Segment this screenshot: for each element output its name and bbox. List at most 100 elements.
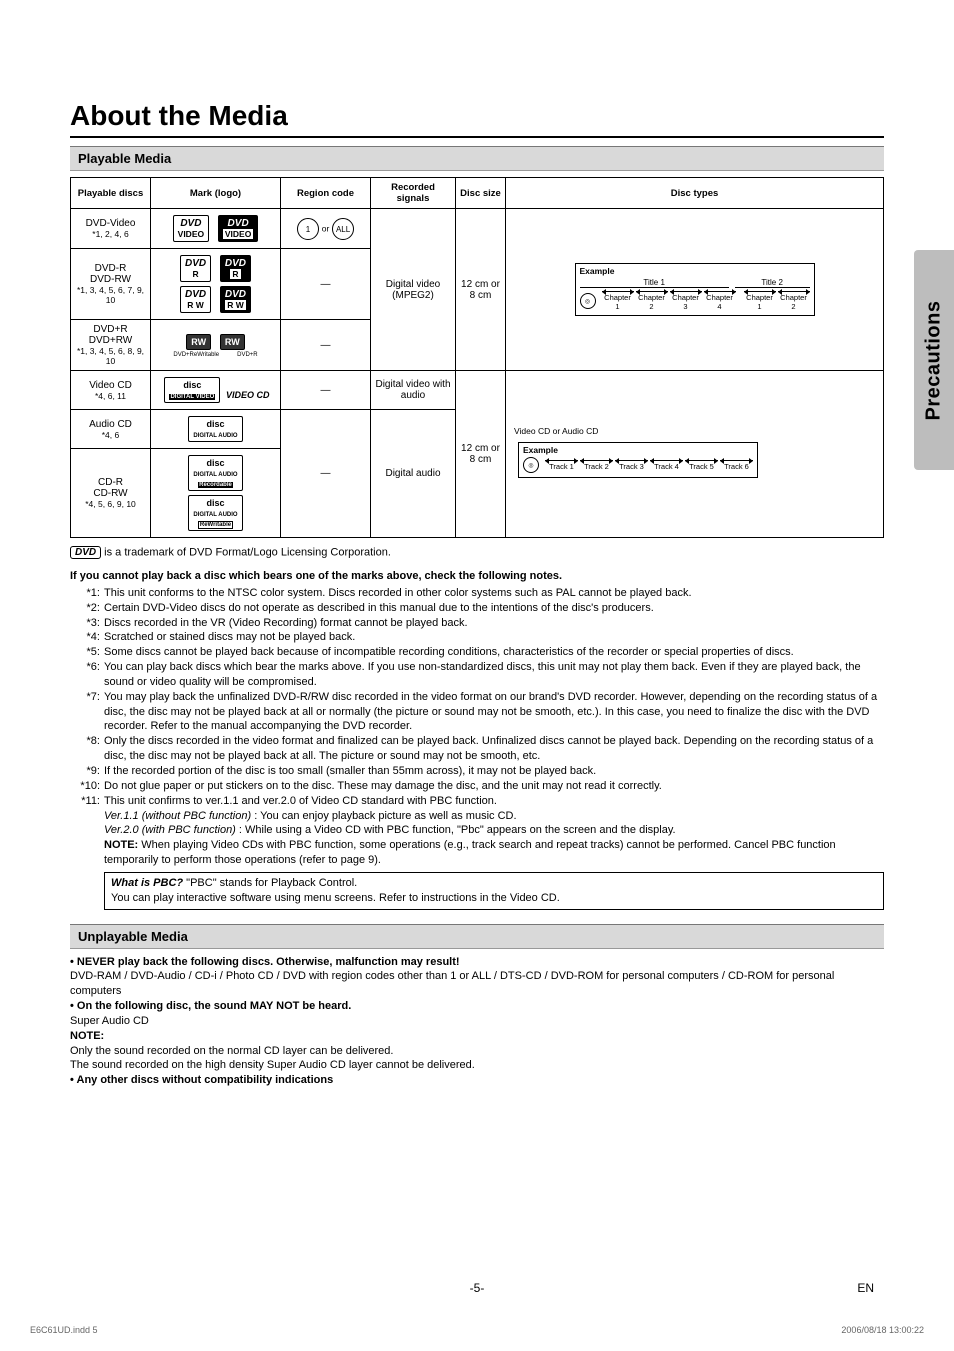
note-num: *2: [70, 601, 104, 616]
example-label: Example [523, 445, 558, 455]
unplayable-section: Unplayable Media • NEVER play back the f… [70, 924, 884, 1089]
region-all-icon: ALL [332, 218, 354, 240]
unplay-body: • NEVER play back the following discs. O… [70, 955, 884, 1089]
note-7: You may play back the unfinalized DVD-R/… [104, 690, 884, 735]
cell-dvdr-name: DVD-R DVD-RW *1, 3, 4, 5, 6, 7, 9, 10 [71, 249, 151, 320]
vcd-sub: *4, 6, 11 [75, 391, 146, 401]
note-11: This unit confirms to ver.1.1 and ver.2.… [104, 794, 884, 868]
cell-size-cd: 12 cm or 8 cm [456, 371, 506, 538]
note-num: *5: [70, 645, 104, 660]
track: Track 3 [615, 460, 648, 471]
track: Track 2 [580, 460, 613, 471]
notes-lead: If you cannot play back a disc which bea… [70, 569, 884, 584]
videocd-text: VIDEO CD [226, 390, 270, 400]
unplay-b1: • NEVER play back the following discs. O… [70, 955, 884, 970]
print-timestamp: 2006/08/18 13:00:22 [841, 1325, 924, 1335]
note-8: Only the discs recorded in the video for… [104, 734, 884, 764]
th-region: Region code [281, 178, 371, 209]
unplay-b2: • On the following disc, the sound MAY N… [70, 999, 884, 1014]
dvdr-sub: *1, 3, 4, 5, 6, 7, 9, 10 [75, 285, 146, 305]
vcd-name: Video CD [75, 380, 146, 391]
cell-acd-name: Audio CD *4, 6 [71, 410, 151, 449]
chapter: Chapter 1 [744, 291, 776, 311]
note-num: *10: [70, 779, 104, 794]
disc-logo-rewr: discDIGITAL AUDIOReWritable [188, 495, 242, 531]
cell-dvdplus-mark: RW RW DVD+ReWritable DVD+R [151, 320, 281, 371]
pbc-a: "PBC" stands for Playback Control. [183, 877, 357, 889]
unplay-b1t: DVD-RAM / DVD-Audio / CD-i / Photo CD / … [70, 969, 884, 999]
section-unplayable-media: Unplayable Media [70, 924, 884, 949]
example-dvd-structure: Example Title 1 Title 2 ◎ Chapter 1 [575, 263, 815, 316]
note-1: This unit conforms to the NTSC color sys… [104, 586, 884, 601]
disc-logo: discDIGITAL AUDIO [188, 416, 242, 442]
cell-cdr-region: — [281, 410, 371, 538]
row-dvd-video: DVD-Video *1, 2, 4, 6 DVDVIDEO DVDVIDEO … [71, 209, 884, 249]
cell-dvdplus-region: — [281, 320, 371, 371]
note-10: Do not glue paper or put stickers on to … [104, 779, 884, 794]
dvdplusrw-name: DVD+RW [75, 335, 146, 346]
th-types: Disc types [506, 178, 884, 209]
unplay-note2: The sound recorded on the high density S… [70, 1058, 884, 1073]
th-recorded: Recorded signals [371, 178, 456, 209]
playable-media-table: Playable discs Mark (logo) Region code R… [70, 177, 884, 538]
acd-name: Audio CD [75, 419, 146, 430]
cell-cdr-rec: Digital audio [371, 410, 456, 538]
dvd-r-logo: DVDR [180, 255, 211, 282]
note-11-c-i: Ver.2.0 (with PBC function) [104, 824, 236, 836]
cell-vcd-rec: Digital video with audio [371, 371, 456, 410]
track: Track 6 [720, 460, 753, 471]
cell-rec-mpeg: Digital video (MPEG2) [371, 209, 456, 371]
trademark-text: is a trademark of DVD Format/Logo Licens… [101, 546, 391, 558]
chapter: Chapter 4 [704, 291, 736, 311]
chapter: Chapter 1 [602, 291, 634, 311]
th-mark: Mark (logo) [151, 178, 281, 209]
cdr-name: CD-R [75, 477, 146, 488]
unplay-note-lbl: NOTE: [70, 1030, 104, 1042]
page: Precautions About the Media Playable Med… [0, 0, 954, 1351]
unplay-note1: Only the sound recorded on the normal CD… [70, 1044, 884, 1059]
row-video-cd: Video CD *4, 6, 11 discDIGITAL VIDEO VID… [71, 371, 884, 410]
pbc-question: What is PBC? [111, 877, 183, 889]
cell-vcd-name: Video CD *4, 6, 11 [71, 371, 151, 410]
footer-lang: EN [857, 1281, 874, 1295]
th-size: Disc size [456, 178, 506, 209]
th-discs: Playable discs [71, 178, 151, 209]
disc-logo: discDIGITAL VIDEO [164, 377, 220, 403]
note-11-note-lbl: NOTE: [104, 839, 138, 851]
track: Track 4 [650, 460, 683, 471]
region-1-icon: 1 [297, 218, 319, 240]
example-label: Example [580, 266, 615, 276]
unplay-b2t: Super Audio CD [70, 1014, 884, 1029]
note-2: Certain DVD-Video discs do not operate a… [104, 601, 884, 616]
cell-dvdvideo-mark: DVDVIDEO DVDVIDEO [151, 209, 281, 249]
dvdplus-rw-sub: DVD+ReWritable [173, 352, 219, 358]
cell-vcd-mark: discDIGITAL VIDEO VIDEO CD [151, 371, 281, 410]
note-3: Discs recorded in the VR (Video Recordin… [104, 616, 884, 631]
print-id: E6C61UD.indd 5 [30, 1325, 98, 1335]
note-9: If the recorded portion of the disc is t… [104, 764, 884, 779]
example-cd-structure: Example ◎ Track 1 Track 2 Track 3 Track … [518, 442, 758, 478]
disc-icon: ◎ [523, 457, 539, 473]
cell-cdr-mark: discDIGITAL AUDIORecordable discDIGITAL … [151, 449, 281, 538]
dvd-rw-logo-inv: DVDR W [220, 286, 251, 313]
cell-vcd-region: — [281, 371, 371, 410]
cell-types-cd: Video CD or Audio CD Example ◎ Track 1 T… [506, 371, 884, 538]
rw-logo: RW [186, 334, 211, 350]
dvdplus-sub: *1, 3, 4, 5, 6, 8, 9, 10 [75, 346, 146, 366]
cell-dvdplus-name: DVD+R DVD+RW *1, 3, 4, 5, 6, 8, 9, 10 [71, 320, 151, 371]
note-11-b-i: Ver.1.1 (without PBC function) [104, 810, 251, 822]
dvd-logo: DVDVIDEO [173, 215, 209, 242]
rw-logo: RW [220, 334, 245, 350]
cell-dvdvideo-name: DVD-Video *1, 2, 4, 6 [71, 209, 151, 249]
chapter: Chapter 3 [670, 291, 702, 311]
note-num: *4: [70, 630, 104, 645]
cell-size-dvd: 12 cm or 8 cm [456, 209, 506, 371]
note-6: You can play back discs which bear the m… [104, 660, 884, 690]
cell-types-dvd: Example Title 1 Title 2 ◎ Chapter 1 [506, 209, 884, 371]
dvdvideo-name: DVD-Video [75, 218, 146, 229]
cell-dvdvideo-region: 1 or ALL [281, 209, 371, 249]
disc-icon: ◎ [580, 293, 596, 309]
section-playable-media: Playable Media [70, 146, 884, 171]
dvd-r-logo-inv: DVDR [220, 255, 251, 282]
chapter: Chapter 2 [778, 291, 810, 311]
